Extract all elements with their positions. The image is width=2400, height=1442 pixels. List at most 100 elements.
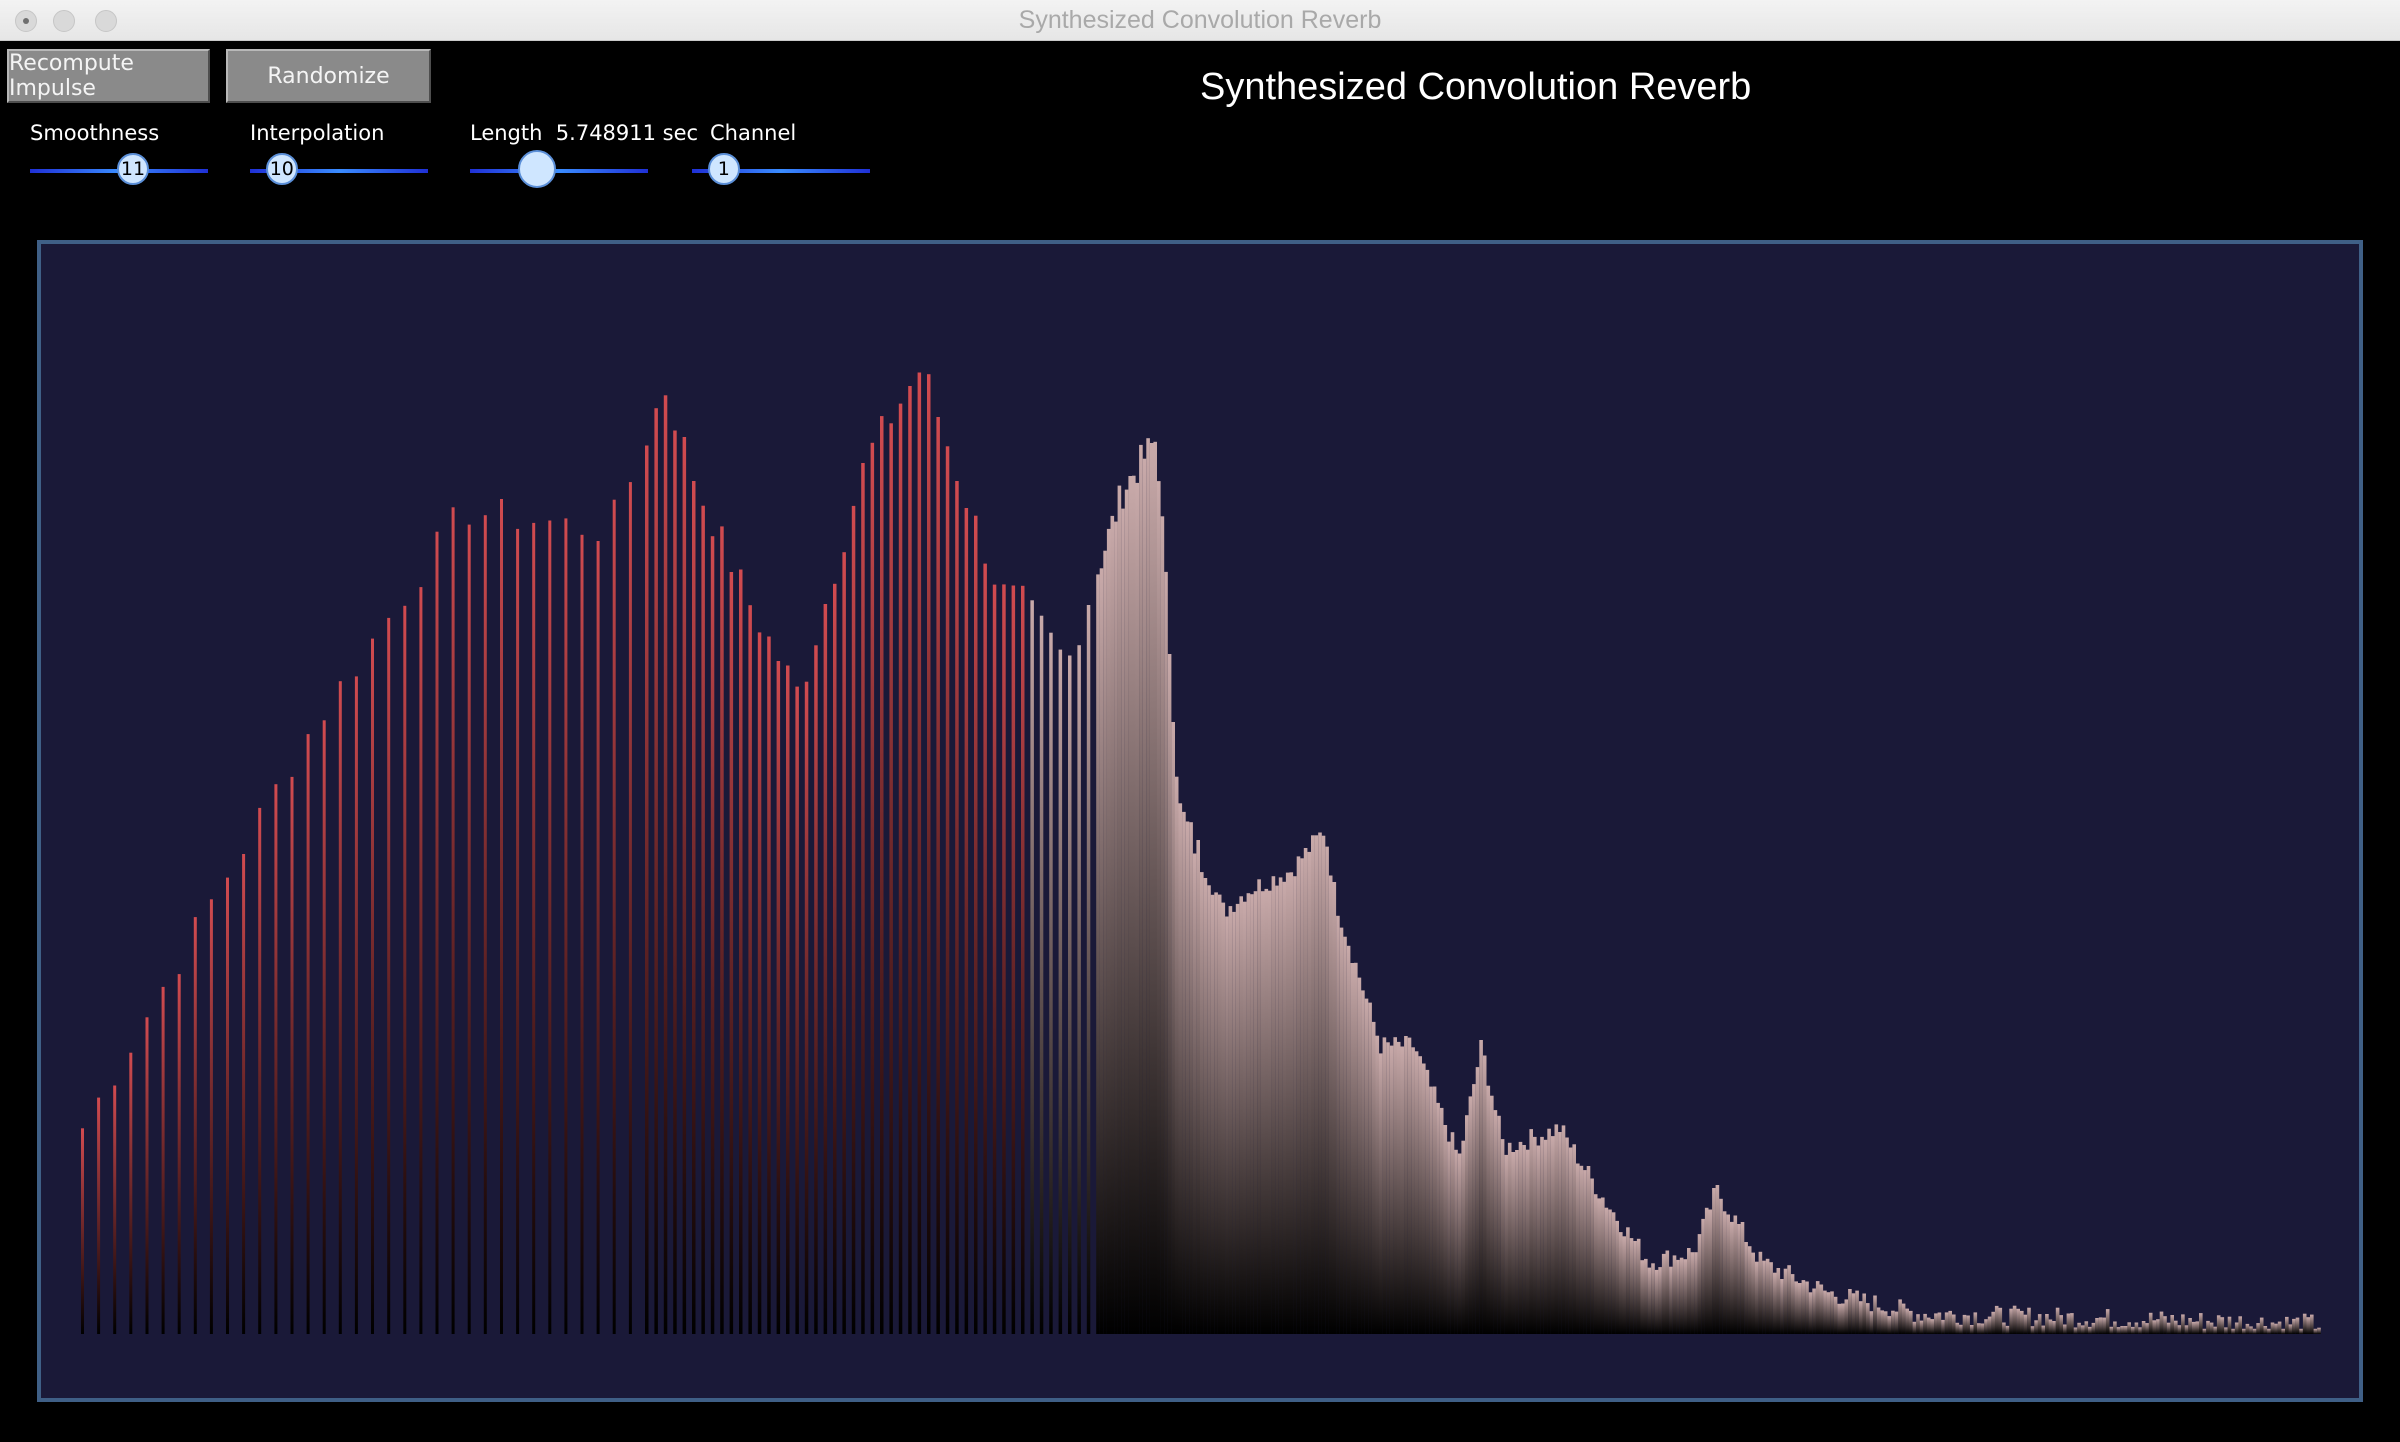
recompute-impulse-button[interactable]: Recompute Impulse <box>7 49 210 103</box>
impulse-bar <box>1346 945 1351 1334</box>
interpolation-label: Interpolation <box>250 121 385 145</box>
impulse-bar <box>1737 1224 1741 1334</box>
impulse-bar <box>945 446 950 1334</box>
impulse-bar <box>2105 1309 2110 1334</box>
impulse-bar <box>1644 1258 1648 1334</box>
impulse-bar <box>927 374 931 1334</box>
impulse-bar <box>1096 574 1100 1334</box>
impulse-bar <box>1833 1296 1838 1334</box>
impulse-bar <box>387 617 391 1334</box>
impulse-bar <box>748 605 752 1334</box>
interpolation-slider-knob[interactable]: 10 <box>265 153 298 185</box>
impulse-bar <box>710 536 715 1334</box>
impulse-bar <box>1077 645 1081 1334</box>
impulse-bar <box>1762 1260 1766 1334</box>
impulse-bar <box>1980 1323 1985 1334</box>
impulse-bar <box>645 445 649 1334</box>
channel-slider-knob[interactable]: 1 <box>707 153 740 185</box>
impulse-bar <box>1454 1149 1458 1334</box>
impulse-bar <box>403 605 407 1334</box>
channel-slider-track[interactable] <box>692 169 870 173</box>
impulse-bar <box>1221 902 1226 1334</box>
impulse-bar <box>1192 853 1197 1334</box>
impulse-bar <box>1164 571 1168 1334</box>
impulse-bar <box>1124 489 1129 1335</box>
minimize-window-icon[interactable] <box>53 10 75 32</box>
impulse-bar <box>2163 1316 2167 1334</box>
impulse-bar <box>1439 1107 1444 1334</box>
smoothness-slider-knob[interactable]: 11 <box>117 153 149 185</box>
impulse-bar <box>2159 1311 2164 1334</box>
length-slider-knob[interactable] <box>518 150 557 188</box>
impulse-bar <box>1944 1312 1949 1334</box>
impulse-bar <box>2209 1322 2214 1334</box>
impulse-bar <box>322 720 326 1334</box>
impulse-bar <box>354 676 358 1334</box>
impulse-bar <box>1969 1325 1974 1334</box>
impulse-bar <box>1973 1312 1978 1334</box>
impulse-bar <box>1049 632 1053 1334</box>
impulse-bar <box>1171 722 1175 1334</box>
impulse-bar <box>1926 1317 1931 1334</box>
close-window-icon[interactable] <box>15 10 37 32</box>
impulse-bar <box>1153 441 1157 1334</box>
impulse-bar <box>1371 1021 1376 1334</box>
impulse-bar <box>1930 1319 1935 1334</box>
impulse-bar <box>1955 1322 1960 1334</box>
zoom-window-icon[interactable] <box>95 10 117 32</box>
impulse-bar <box>1622 1236 1627 1334</box>
impulse-bar <box>451 507 455 1334</box>
impulse-bar <box>1790 1274 1795 1334</box>
impulse-bar <box>1565 1137 1569 1334</box>
impulse-bar <box>2216 1315 2221 1334</box>
impulse-bar <box>1966 1315 1970 1334</box>
length-slider-track[interactable] <box>470 169 648 173</box>
impulse-bar <box>2145 1323 2149 1334</box>
app-title: Synthesized Convolution Reverb <box>1200 66 1752 108</box>
impulse-bar <box>1726 1214 1730 1334</box>
impulse-bar <box>1547 1128 1551 1334</box>
interpolation-slider-track[interactable] <box>250 169 428 173</box>
impulse-bar <box>2048 1319 2053 1334</box>
impulse-bar <box>851 505 856 1334</box>
impulse-bar <box>1819 1284 1824 1334</box>
impulse-bar <box>2285 1316 2289 1334</box>
impulse-bar <box>1472 1084 1476 1334</box>
impulse-bar <box>532 522 536 1334</box>
impulse-bar <box>2012 1305 2017 1334</box>
impulse-bar <box>1174 776 1179 1334</box>
impulse-bar <box>2270 1322 2275 1334</box>
randomize-button[interactable]: Randomize <box>226 49 431 103</box>
impulse-bar <box>2134 1322 2139 1334</box>
impulse-bar <box>1511 1152 1516 1334</box>
impulse-bar <box>1841 1303 1845 1334</box>
impulse-bar <box>500 499 503 1334</box>
impulse-bar <box>1318 832 1322 1334</box>
impulse-bar <box>2131 1326 2135 1334</box>
impulse-bar <box>1572 1144 1576 1334</box>
impulse-bar <box>1568 1147 1573 1334</box>
impulse-bar <box>1948 1310 1952 1334</box>
impulse-bar <box>1167 654 1172 1334</box>
impulse-bar <box>1687 1248 1691 1334</box>
impulse-bar <box>1504 1154 1508 1334</box>
impulse-bar <box>2073 1327 2078 1334</box>
impulse-bar <box>1246 893 1251 1334</box>
impulse-bar <box>1873 1295 1877 1334</box>
impulse-bar <box>1235 903 1240 1334</box>
impulse-bar <box>1293 876 1297 1334</box>
impulse-bar <box>1590 1178 1594 1334</box>
length-label-text: Length <box>470 121 543 145</box>
title-bar: Synthesized Convolution Reverb <box>0 0 2400 41</box>
impulse-bar <box>1823 1290 1827 1334</box>
impulse-bar <box>1414 1051 1419 1334</box>
impulse-bar <box>1486 1085 1491 1334</box>
impulse-bar <box>516 528 520 1334</box>
impulse-bar <box>964 508 969 1334</box>
impulse-bar <box>1465 1115 1469 1334</box>
impulse-bar <box>2195 1321 2200 1334</box>
impulse-bar <box>435 531 439 1334</box>
impulse-bar <box>1482 1055 1487 1334</box>
impulse-bar <box>1923 1313 1927 1334</box>
impulse-bar <box>1597 1198 1602 1334</box>
